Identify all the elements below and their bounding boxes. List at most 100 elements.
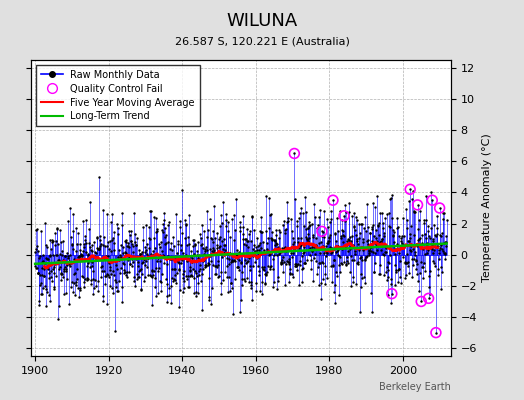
Point: [235, 257, 243, 264]
Point: [292, 223, 301, 230]
Point: [160, 260, 169, 266]
Point: [141, 244, 150, 250]
Point: [221, 247, 229, 254]
Point: [433, 243, 442, 249]
Point: [198, 222, 206, 228]
Point: [352, 281, 360, 287]
Point: [127, 256, 136, 262]
Point: [117, 242, 125, 248]
Point: [308, 220, 316, 227]
Point: [49, 252, 57, 258]
Point: [175, 304, 183, 310]
Point: [185, 284, 193, 290]
Point: [332, 268, 340, 275]
Point: [213, 264, 222, 270]
Point: [42, 302, 51, 309]
Point: [343, 258, 351, 264]
Point: [390, 246, 399, 253]
Point: [311, 242, 320, 248]
Point: [150, 275, 159, 281]
Point: [335, 269, 344, 276]
Point: [116, 265, 125, 271]
Point: [395, 250, 403, 256]
Point: [204, 226, 212, 233]
Point: [227, 280, 235, 286]
Point: [308, 248, 316, 254]
Point: [372, 227, 380, 233]
Point: [281, 282, 289, 288]
Point: [198, 240, 206, 247]
Point: [331, 282, 339, 288]
Point: [342, 243, 351, 249]
Point: [249, 263, 257, 269]
Point: [441, 239, 450, 246]
Point: [355, 221, 363, 227]
Point: [290, 150, 299, 157]
Point: [237, 282, 246, 288]
Point: [174, 266, 183, 272]
Point: [260, 264, 268, 270]
Point: [277, 248, 285, 254]
Point: [240, 240, 248, 247]
Point: [167, 240, 176, 246]
Point: [212, 251, 220, 257]
Point: [411, 252, 419, 259]
Point: [308, 244, 316, 251]
Point: [251, 259, 259, 265]
Point: [178, 257, 187, 263]
Point: [223, 274, 231, 280]
Point: [107, 248, 116, 254]
Point: [330, 300, 339, 307]
Text: WILUNA: WILUNA: [226, 12, 298, 30]
Point: [381, 249, 390, 256]
Point: [84, 240, 93, 246]
Point: [46, 252, 54, 258]
Point: [271, 238, 279, 244]
Point: [385, 223, 393, 230]
Point: [140, 277, 148, 284]
Point: [201, 246, 209, 252]
Point: [124, 243, 132, 249]
Point: [350, 210, 358, 216]
Point: [233, 255, 241, 261]
Point: [191, 242, 199, 248]
Point: [284, 215, 292, 221]
Point: [290, 196, 299, 202]
Point: [39, 273, 48, 279]
Point: [377, 238, 386, 245]
Point: [118, 284, 126, 290]
Point: [199, 245, 207, 251]
Point: [436, 232, 445, 239]
Point: [42, 255, 50, 262]
Point: [59, 238, 67, 244]
Point: [363, 201, 371, 207]
Point: [413, 202, 422, 208]
Point: [66, 252, 74, 258]
Point: [88, 247, 96, 254]
Point: [62, 266, 71, 273]
Point: [372, 242, 380, 249]
Point: [426, 290, 434, 297]
Point: [213, 230, 221, 236]
Point: [307, 240, 315, 247]
Point: [222, 211, 230, 217]
Point: [156, 244, 165, 250]
Point: [243, 275, 252, 281]
Point: [287, 271, 296, 278]
Point: [118, 299, 127, 305]
Point: [68, 241, 76, 248]
Point: [281, 230, 290, 236]
Point: [266, 251, 274, 257]
Point: [406, 186, 414, 192]
Point: [362, 254, 370, 260]
Point: [52, 251, 60, 258]
Point: [278, 260, 287, 266]
Point: [113, 254, 122, 260]
Point: [424, 295, 433, 302]
Point: [264, 235, 272, 241]
Point: [102, 252, 110, 259]
Point: [379, 220, 387, 226]
Point: [225, 274, 234, 280]
Point: [328, 248, 336, 255]
Point: [207, 234, 215, 241]
